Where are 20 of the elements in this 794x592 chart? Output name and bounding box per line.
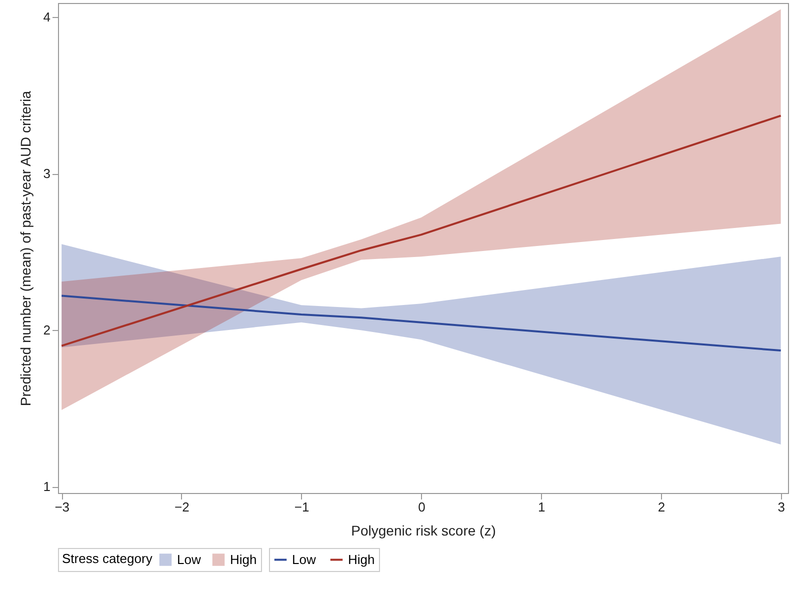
x-tick-label: 1	[538, 500, 546, 514]
x-tick-label: −1	[294, 500, 310, 514]
x-tick-label: −2	[174, 500, 190, 514]
line-series	[60, 294, 782, 352]
x-axis-title: Polygenic risk score (z)	[351, 522, 496, 538]
x-tick-label: 0	[418, 500, 426, 514]
x-tick-label: 3	[778, 500, 785, 514]
y-tick-label: 2	[43, 322, 50, 338]
y-tick-label: 3	[43, 166, 50, 182]
y-axis-title: Predicted number (mean) of past-year AUD criteria	[17, 90, 34, 406]
text: High	[348, 552, 375, 567]
x-tick-label: −3	[54, 500, 70, 514]
legend-title: Stress category	[62, 551, 153, 566]
y-tick-label: 1	[43, 479, 50, 494]
legend-label: High	[230, 552, 257, 567]
x-tick-label: 2	[658, 500, 666, 514]
legend-label: Low	[177, 552, 202, 567]
y-tick-label: 4	[43, 10, 50, 25]
text: Low	[292, 552, 316, 567]
line-series	[60, 114, 782, 347]
